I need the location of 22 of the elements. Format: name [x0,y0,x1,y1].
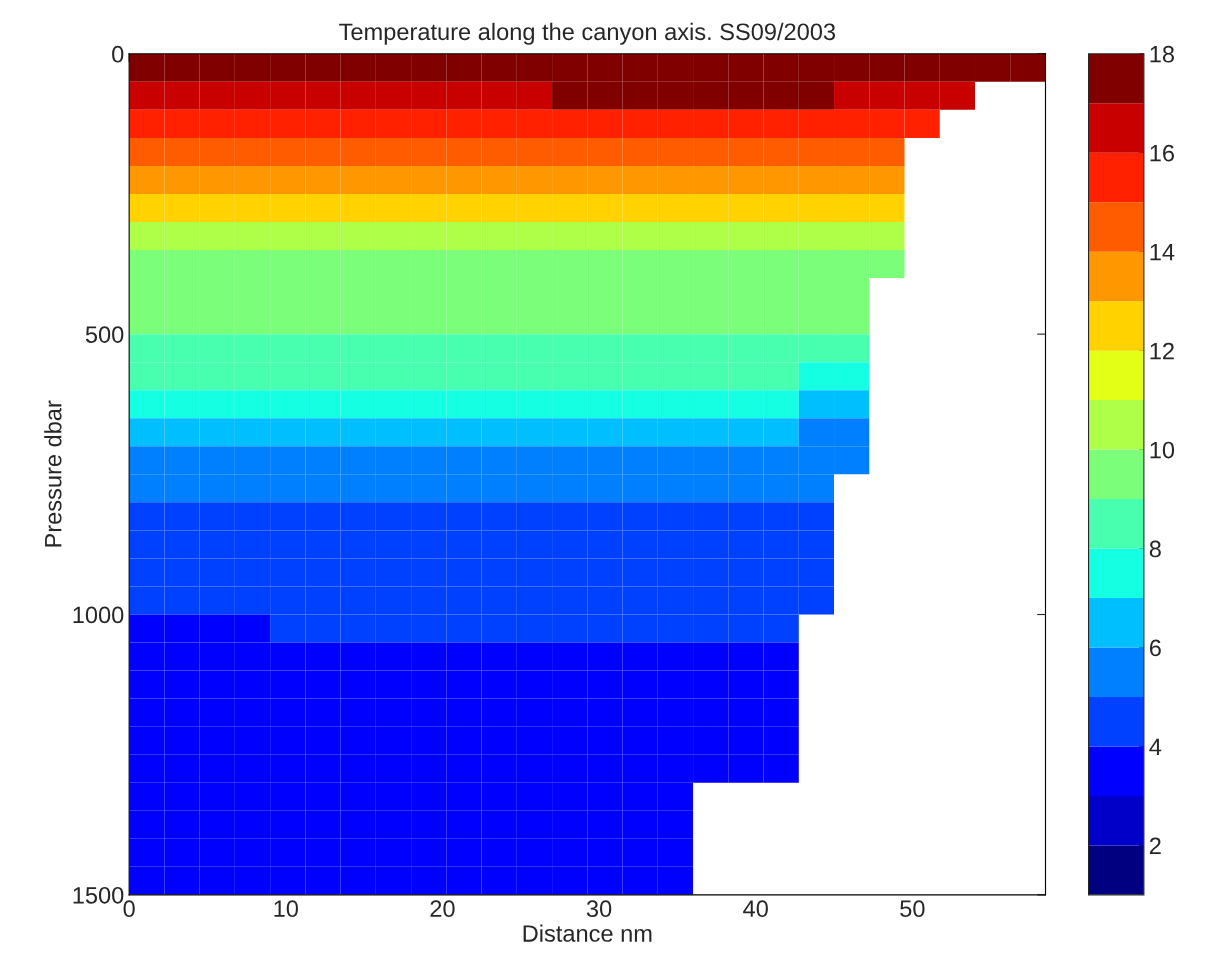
x-tick-label: 30 [586,900,612,918]
y-axis-title: Pressure dbar [44,400,62,547]
chart-title: Temperature along the canyon axis. SS09/2003 [339,22,836,45]
x-tick-label: 10 [274,900,298,918]
color-bar-label: 2 [1149,837,1161,854]
y-tick-label: 0 [112,45,124,63]
color-bar-label: 14 [1150,244,1175,261]
y-tick-label: 1500 [73,886,124,904]
x-tick-label: 40 [743,900,768,918]
color-bar-label: 16 [1150,144,1174,162]
y-tick-label: 1000 [73,606,124,624]
x-tick-label: 50 [900,900,925,918]
x-tick-label: 0 [123,900,135,918]
color-bar-label: 18 [1150,45,1174,63]
color-bar-label: 4 [1149,738,1162,755]
x-axis-title: Distance nm [523,924,652,942]
color-bar-label: 8 [1149,540,1161,558]
x-tick-label: 20 [430,900,455,918]
y-tick-label: 500 [85,326,124,343]
color-bar-label: 10 [1150,441,1175,459]
color-bar-label: 12 [1150,342,1174,360]
color-bar-label: 6 [1149,639,1161,657]
